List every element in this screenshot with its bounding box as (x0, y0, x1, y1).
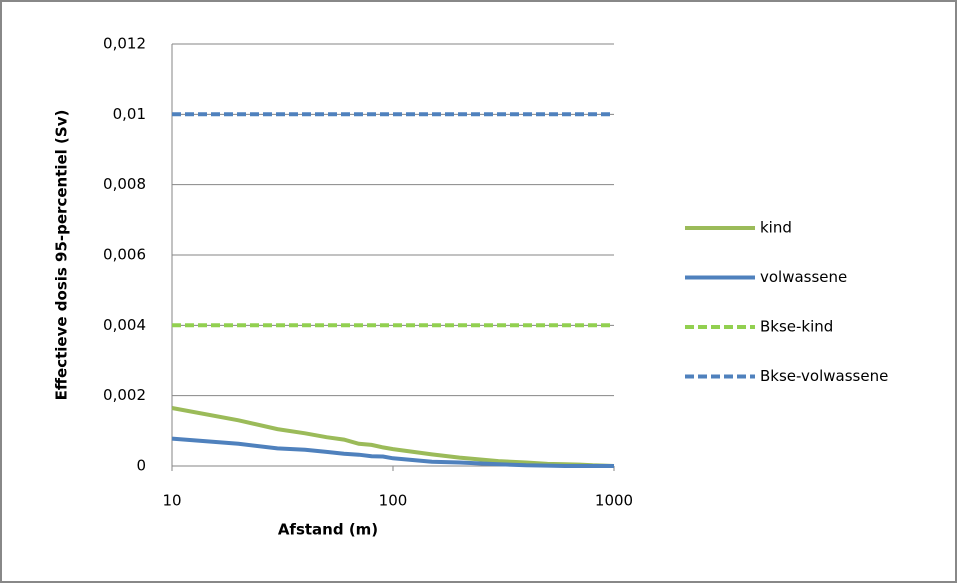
x-tick-label: 100 (379, 492, 408, 510)
x-tick-label: 10 (162, 492, 181, 510)
y-axis-title: Effectieve dosis 95-percentiel (Sv) (53, 110, 71, 401)
x-tick-label: 1000 (595, 492, 633, 510)
legend-label: Bkse-kind (760, 318, 833, 336)
y-tick-label: 0,006 (103, 246, 146, 264)
legend-label: kind (760, 219, 792, 237)
y-tick-label: 0,012 (103, 35, 146, 53)
legend-label: volwassene (760, 268, 847, 286)
legend-label: Bkse-volwassene (760, 367, 888, 385)
y-tick-label: 0 (136, 457, 146, 475)
y-tick-label: 0,002 (103, 386, 146, 404)
y-tick-label: 0,01 (113, 105, 146, 123)
y-tick-label: 0,008 (103, 175, 146, 193)
x-axis-title: Afstand (m) (278, 521, 378, 539)
y-tick-label: 0,004 (103, 316, 146, 334)
series-line (171, 436, 614, 468)
